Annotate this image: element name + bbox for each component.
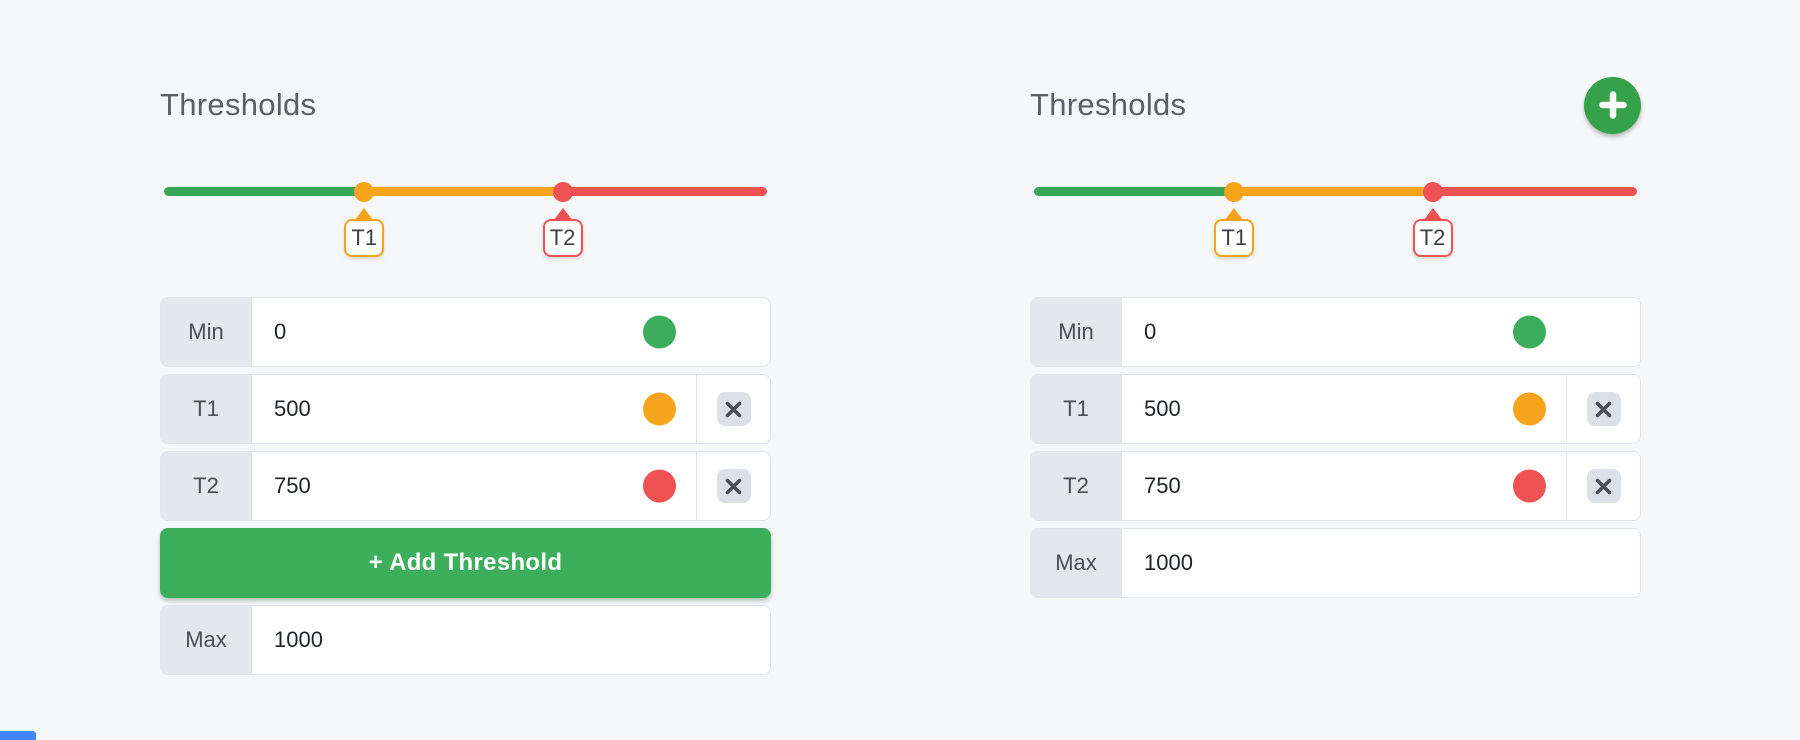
track-segment-green bbox=[1034, 187, 1235, 196]
threshold-row-t2: T2 bbox=[1030, 451, 1641, 521]
track-segment-red bbox=[1432, 187, 1637, 196]
panel-title: Thresholds bbox=[1030, 87, 1187, 122]
row-value-cell bbox=[252, 606, 770, 674]
panel-header: Thresholds bbox=[1030, 72, 1641, 138]
row-label: T2 bbox=[161, 452, 252, 520]
flag-label-box: T1 bbox=[344, 219, 385, 257]
track-segment-red bbox=[562, 187, 767, 196]
flag-label-box: T2 bbox=[1412, 219, 1453, 257]
track-segment-orange bbox=[364, 187, 563, 196]
slider-handle-t1[interactable] bbox=[354, 181, 375, 202]
add-threshold-circle-button[interactable] bbox=[1584, 76, 1641, 134]
thresholds-panel: Thresholds T1 T2 Min T1 T2 Max bbox=[1030, 0, 1641, 740]
row-delete-cell bbox=[1566, 452, 1640, 520]
flag-pointer bbox=[354, 208, 375, 221]
threshold-row-min: Min bbox=[1030, 297, 1641, 367]
t1-value-input[interactable] bbox=[1122, 375, 1566, 443]
threshold-row-t1: T1 bbox=[1030, 374, 1641, 444]
row-label: Max bbox=[161, 606, 252, 674]
flag-pointer bbox=[1422, 208, 1443, 221]
color-indicator[interactable] bbox=[1513, 469, 1546, 503]
slider-flag-t2[interactable]: T2 bbox=[542, 208, 583, 257]
row-value-cell bbox=[1122, 375, 1566, 443]
close-icon bbox=[1595, 401, 1612, 417]
row-value-cell bbox=[1122, 529, 1640, 597]
delete-threshold-button[interactable] bbox=[1586, 469, 1621, 503]
max-value-input[interactable] bbox=[1122, 529, 1640, 597]
row-label: T2 bbox=[1031, 452, 1122, 520]
threshold-slider[interactable]: T1 T2 bbox=[164, 181, 767, 257]
threshold-slider[interactable]: T1 T2 bbox=[1034, 181, 1637, 257]
threshold-row-t2: T2 bbox=[160, 451, 771, 521]
slider-handle-t2[interactable] bbox=[1422, 181, 1443, 202]
threshold-row-max: Max bbox=[160, 605, 771, 675]
plus-icon bbox=[1598, 91, 1627, 119]
flag-label: T2 bbox=[549, 225, 576, 250]
close-icon bbox=[725, 478, 742, 494]
close-icon bbox=[725, 401, 742, 417]
track-segment-orange bbox=[1234, 187, 1433, 196]
delete-threshold-button[interactable] bbox=[716, 469, 751, 503]
row-delete-cell bbox=[1566, 375, 1640, 443]
color-indicator[interactable] bbox=[643, 315, 676, 349]
flag-label: T1 bbox=[1221, 225, 1248, 250]
color-indicator[interactable] bbox=[1513, 392, 1546, 426]
t1-value-input[interactable] bbox=[252, 375, 696, 443]
flag-label-box: T2 bbox=[542, 219, 583, 257]
row-value-cell bbox=[1122, 298, 1640, 366]
row-value-cell bbox=[252, 298, 770, 366]
flag-pointer bbox=[552, 208, 573, 221]
thresholds-panel: Thresholds T1 T2 Min T1 T2 + Add Threshold Ma… bbox=[160, 0, 771, 740]
slider-track[interactable] bbox=[1034, 187, 1637, 196]
t2-value-input[interactable] bbox=[1122, 452, 1566, 520]
threshold-row-t1: T1 bbox=[160, 374, 771, 444]
close-icon bbox=[1595, 478, 1612, 494]
min-value-input[interactable] bbox=[252, 298, 770, 366]
row-value-cell bbox=[1122, 452, 1566, 520]
row-delete-cell bbox=[696, 375, 770, 443]
threshold-rows: Min T1 T2 Max bbox=[1030, 297, 1641, 605]
row-delete-cell bbox=[696, 452, 770, 520]
max-value-input[interactable] bbox=[252, 606, 770, 674]
panel-header: Thresholds bbox=[160, 72, 771, 138]
row-value-cell bbox=[252, 375, 696, 443]
flag-pointer bbox=[1224, 208, 1245, 221]
slider-track[interactable] bbox=[164, 187, 767, 196]
row-label: Min bbox=[161, 298, 252, 366]
row-label: T1 bbox=[1031, 375, 1122, 443]
color-indicator[interactable] bbox=[1513, 315, 1546, 349]
delete-threshold-button[interactable] bbox=[1586, 392, 1621, 426]
flag-label: T1 bbox=[351, 225, 378, 250]
add-threshold-button[interactable]: + Add Threshold bbox=[160, 528, 771, 598]
slider-flag-t1[interactable]: T1 bbox=[1214, 208, 1255, 257]
slider-handle-t2[interactable] bbox=[552, 181, 573, 202]
row-label: Max bbox=[1031, 529, 1122, 597]
color-indicator[interactable] bbox=[643, 469, 676, 503]
slider-flag-t2[interactable]: T2 bbox=[1412, 208, 1453, 257]
delete-threshold-button[interactable] bbox=[716, 392, 751, 426]
track-segment-green bbox=[164, 187, 365, 196]
row-value-cell bbox=[252, 452, 696, 520]
flag-label-box: T1 bbox=[1214, 219, 1255, 257]
threshold-row-min: Min bbox=[160, 297, 771, 367]
color-indicator[interactable] bbox=[643, 392, 676, 426]
slider-handle-t1[interactable] bbox=[1224, 181, 1245, 202]
row-label: Min bbox=[1031, 298, 1122, 366]
slider-flag-t1[interactable]: T1 bbox=[344, 208, 385, 257]
bottom-left-accent bbox=[0, 731, 36, 740]
threshold-rows: Min T1 T2 + Add Threshold Max bbox=[160, 297, 771, 682]
flag-label: T2 bbox=[1419, 225, 1446, 250]
t2-value-input[interactable] bbox=[252, 452, 696, 520]
min-value-input[interactable] bbox=[1122, 298, 1640, 366]
row-label: T1 bbox=[161, 375, 252, 443]
panel-title: Thresholds bbox=[160, 87, 317, 122]
threshold-row-max: Max bbox=[1030, 528, 1641, 598]
